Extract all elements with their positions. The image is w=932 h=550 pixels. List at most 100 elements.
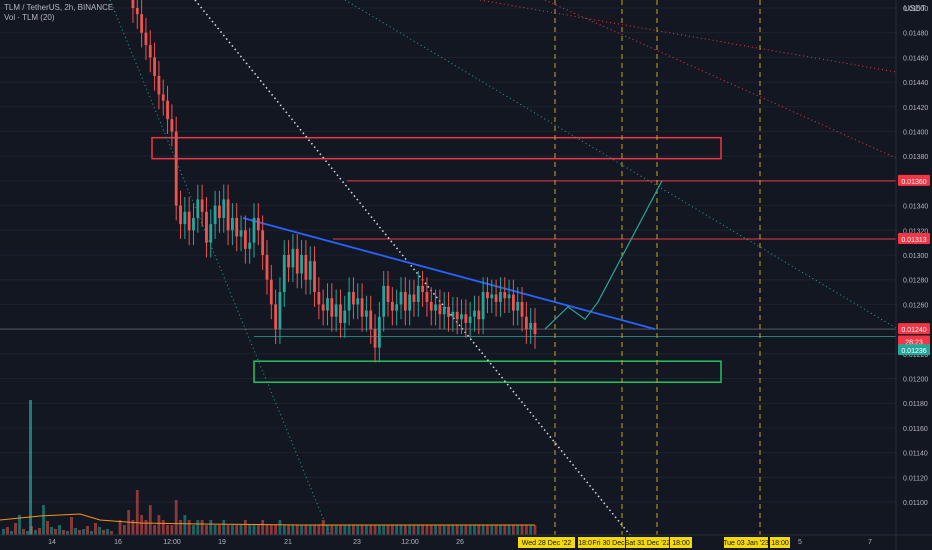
volume-bar: [377, 525, 381, 535]
volume-bar: [38, 528, 41, 535]
candle-body: [507, 294, 511, 299]
volume-bar: [62, 530, 65, 535]
candle-body: [442, 306, 446, 315]
volume-bar: [26, 531, 29, 535]
volume-bar: [507, 525, 511, 535]
volume-bar: [434, 525, 437, 535]
candle-body: [499, 292, 502, 302]
candle-body: [226, 199, 230, 231]
volume-bar: [416, 525, 420, 535]
volume-bar: [473, 525, 476, 535]
projection-path: [544, 180, 663, 330]
volume-bar: [14, 523, 17, 535]
candle-body: [330, 298, 334, 317]
candle-body: [192, 217, 195, 231]
candle-body: [252, 217, 256, 243]
volume-bar: [265, 525, 269, 535]
candle-body: [304, 255, 308, 280]
volume-bar: [499, 525, 502, 535]
date-badge: Fri 30 Dec: [592, 537, 625, 548]
volume-bar: [98, 527, 101, 535]
candle-body: [416, 285, 420, 302]
dotted-trendline-teal: [344, 0, 897, 329]
volume-bar: [425, 525, 429, 535]
x-tick-label: 12:00: [163, 539, 181, 546]
candle-body: [300, 255, 303, 274]
volume-bar: [205, 525, 208, 535]
volume-bar: [161, 520, 165, 535]
y-tick-label: 0.01180: [903, 401, 928, 408]
dotted-trendline-red: [544, 0, 897, 159]
volume-bar: [308, 525, 312, 535]
volume-bar: [486, 525, 489, 535]
volume-bar: [516, 525, 520, 535]
candle-body: [157, 75, 161, 95]
candle-body: [339, 304, 342, 323]
date-badge-label: 18:00: [771, 540, 789, 547]
candle-body: [464, 314, 468, 323]
volume-bar: [148, 505, 152, 535]
volume-bar: [365, 525, 368, 535]
volume-bar: [339, 525, 342, 535]
date-badge: Tue 03 Jan '23: [723, 537, 769, 548]
date-badge: Sat 31 Dec '22: [625, 537, 670, 548]
x-tick-label: 12:00: [401, 539, 419, 546]
descending-trendline: [242, 217, 656, 330]
volume-line[interactable]: Vol · TLM (20): [4, 13, 55, 22]
volume-bar: [356, 525, 360, 535]
candle-body: [261, 230, 265, 255]
chart-legend: TLM / TetherUS, 2h, BINANCE Vol · TLM (2…: [4, 3, 113, 23]
symbol-line[interactable]: TLM / TetherUS, 2h, BINANCE: [4, 3, 114, 12]
volume-bar: [170, 525, 174, 535]
volume-bar: [399, 525, 403, 535]
volume-bar: [110, 531, 113, 535]
volume-bar: [122, 525, 126, 535]
candle-body: [200, 199, 204, 212]
volume-bar: [157, 515, 161, 535]
candle-body: [148, 45, 152, 58]
volume-bar: [153, 525, 156, 535]
y-tick-label: 0.01120: [903, 475, 928, 482]
price-badge-bg: [898, 232, 930, 244]
candle-body: [170, 119, 174, 132]
volume-bar: [183, 515, 187, 535]
y-tick-label: 0.01380: [903, 154, 928, 161]
volume-bar: [460, 525, 463, 535]
candle-body: [205, 211, 208, 243]
volume-bar: [360, 525, 364, 535]
candle-body: [144, 32, 148, 46]
volume-bar: [382, 525, 386, 535]
dotted-trendline-red: [479, 0, 897, 73]
volume-bar: [239, 525, 243, 535]
volume-bar: [58, 525, 61, 535]
candle-body: [403, 292, 407, 311]
volume-bar: [313, 525, 316, 535]
price-badge: 0.01236: [898, 344, 930, 356]
candle-body: [295, 248, 299, 274]
candle-body: [183, 211, 187, 225]
volume-bar: [511, 525, 515, 535]
volume-bar: [74, 528, 77, 535]
volume-bar: [226, 525, 230, 535]
candle-body: [447, 306, 450, 317]
candle-body: [486, 292, 489, 299]
price-unit-label: USDT: [904, 4, 926, 13]
y-tick-label: 0.01220: [903, 352, 928, 359]
dotted-trendline-white: [194, 0, 631, 536]
price-badge-bg: [898, 335, 930, 347]
candle-body: [243, 230, 247, 249]
price-axis[interactable]: 0.01500 0.01480 0.01460 0.01440 0.01420 0.014…: [895, 0, 930, 550]
candle-body: [429, 301, 433, 311]
support-zone: [253, 360, 722, 383]
volume-bar: [330, 525, 334, 535]
volume-bar: [230, 525, 234, 535]
volume-bar: [54, 529, 57, 535]
volume-bar: [395, 525, 399, 535]
volume-bar: [455, 525, 459, 535]
volume-bar: [287, 525, 290, 535]
candle-body: [239, 230, 243, 237]
candle-body: [520, 301, 524, 317]
date-badge-bg: [770, 537, 790, 548]
time-axis[interactable]: 14 16 12:00 19 21 23 12:00 26 5 7 Wed 28 Dec '22 18…: [0, 534, 932, 548]
